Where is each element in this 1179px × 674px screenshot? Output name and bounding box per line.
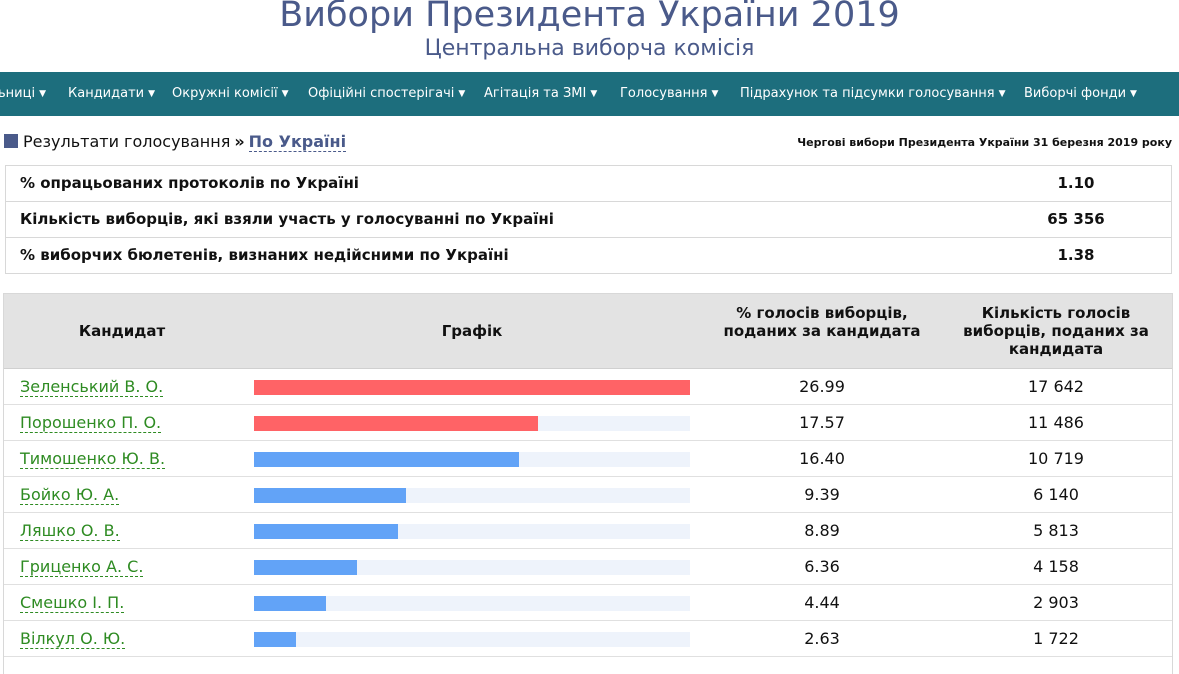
chevron-down-icon: ▼ (1130, 89, 1137, 99)
nav-item-observers[interactable]: Офіційні спостерігачі ▼ (308, 86, 466, 101)
site-title: Вибори Президента України 2019 (279, 0, 900, 35)
chevron-down-icon: ▼ (458, 89, 466, 99)
result-row: Вілкул О. Ю. 2.63 1 722 (4, 621, 1172, 657)
vote-count: 5 813 (1033, 521, 1079, 540)
summary-row: Кількість виборців, які взяли участь у г… (6, 202, 1171, 238)
vote-percent: 26.99 (799, 377, 845, 396)
vote-bar-track (254, 488, 690, 503)
column-header-votes: Кількість голосів виборців, поданих за к… (963, 304, 1149, 358)
vote-percent: 9.39 (804, 485, 840, 504)
result-row: Смешко І. П. 4.44 2 903 (4, 585, 1172, 621)
vote-percent: 4.44 (804, 593, 840, 612)
vote-bar-track (254, 596, 690, 611)
vote-bar (254, 452, 519, 467)
nav-item-candidates[interactable]: Кандидати ▼ (68, 86, 156, 101)
square-bullet-icon (4, 134, 18, 148)
chevron-down-icon: ▼ (711, 89, 719, 99)
summary-value: 65 356 (1047, 210, 1105, 228)
vote-bar-track (254, 380, 690, 395)
vote-count: 10 719 (1028, 449, 1084, 468)
vote-bar-track (254, 560, 690, 575)
breadcrumb: Результати голосування» По Україні (4, 130, 347, 154)
column-header-chart: Графік (441, 322, 503, 340)
candidate-link[interactable]: Тимошенко Ю. В. (20, 449, 166, 469)
nav-item-vote-count[interactable]: Підрахунок та підсумки голосування ▼ (740, 86, 1006, 101)
chevron-down-icon: ▼ (998, 89, 1006, 99)
nav-item-voting[interactable]: Голосування ▼ (620, 86, 719, 101)
chevron-down-icon: ▼ (148, 89, 156, 99)
vote-bar (254, 560, 357, 575)
column-header-candidate: Кандидат (78, 322, 166, 340)
result-row: Ляшко О. В. 8.89 5 813 (4, 513, 1172, 549)
summary-table: % опрацьованих протоколів по Україні 1.1… (5, 165, 1172, 274)
results-header: Кандидат Графік % голосів виборців, пода… (4, 294, 1172, 369)
chevron-down-icon: ▼ (39, 89, 46, 99)
vote-count: 4 158 (1033, 557, 1079, 576)
candidate-link[interactable]: Бойко Ю. А. (20, 485, 120, 505)
candidate-link[interactable]: Гриценко А. С. (20, 557, 144, 577)
candidate-link[interactable]: Вілкул О. Ю. (20, 629, 126, 649)
summary-value: 1.10 (1057, 174, 1095, 192)
column-header-percent: % голосів виборців, поданих за кандидата (723, 304, 921, 340)
result-row: Зеленський В. О. 26.99 17 642 (4, 369, 1172, 405)
nav-item-election-funds[interactable]: Виборчі фонди ▼ (1024, 86, 1137, 101)
result-row: Порошенко П. О. 17.57 11 486 (4, 405, 1172, 441)
vote-bar (254, 380, 690, 395)
vote-bar-track (254, 632, 690, 647)
candidate-link[interactable]: Смешко І. П. (20, 593, 125, 613)
result-row: Гриценко А. С. 6.36 4 158 (4, 549, 1172, 585)
nav-item-polling-stations[interactable]: ьниці ▼ (0, 86, 46, 101)
vote-bar (254, 416, 538, 431)
vote-bar-track (254, 416, 690, 431)
vote-count: 2 903 (1033, 593, 1079, 612)
summary-row: % виборчих бюлетенів, визнаних недійсним… (6, 238, 1171, 274)
candidate-link[interactable]: Ляшко О. В. (20, 521, 120, 541)
main-navigation: ьниці ▼ Кандидати ▼ Окружні комісії ▼ Офіці… (0, 72, 1179, 116)
vote-bar (254, 524, 398, 539)
chevron-down-icon: ▼ (590, 89, 598, 99)
vote-bar (254, 488, 406, 503)
summary-value: 1.38 (1057, 246, 1095, 264)
vote-percent: 6.36 (804, 557, 840, 576)
candidate-link[interactable]: Порошенко П. О. (20, 413, 162, 433)
breadcrumb-current-link[interactable]: По Україні (248, 132, 347, 152)
vote-percent: 17.57 (799, 413, 845, 432)
breadcrumb-separator: » (234, 132, 245, 151)
vote-count: 11 486 (1028, 413, 1084, 432)
vote-bar-track (254, 452, 690, 467)
summary-label: % опрацьованих протоколів по Україні (20, 174, 359, 192)
vote-percent: 8.89 (804, 521, 840, 540)
vote-percent: 2.63 (804, 629, 840, 648)
vote-percent: 16.40 (799, 449, 845, 468)
election-label: Чергові вибори Президента України 31 бер… (797, 136, 1172, 149)
nav-item-campaign-media[interactable]: Агітація та ЗМІ ▼ (484, 86, 598, 101)
summary-row: % опрацьованих протоколів по Україні 1.1… (6, 166, 1171, 202)
site-subtitle: Центральна виборча комісія (424, 36, 755, 61)
vote-bar (254, 632, 297, 647)
vote-bar-track (254, 524, 690, 539)
candidate-link[interactable]: Зеленський В. О. (20, 377, 164, 397)
vote-count: 6 140 (1033, 485, 1079, 504)
nav-item-district-commissions[interactable]: Окружні комісії ▼ (172, 86, 289, 101)
vote-bar (254, 596, 326, 611)
result-row: Тимошенко Ю. В. 16.40 10 719 (4, 441, 1172, 477)
results-table: Кандидат Графік % голосів виборців, пода… (3, 293, 1173, 674)
results-body: Зеленський В. О. 26.99 17 642 Порошенко П. … (4, 369, 1172, 657)
vote-count: 1 722 (1033, 629, 1079, 648)
summary-label: Кількість виборців, які взяли участь у г… (20, 210, 554, 228)
vote-count: 17 642 (1028, 377, 1084, 396)
summary-label: % виборчих бюлетенів, визнаних недійсним… (20, 246, 509, 264)
breadcrumb-section: Результати голосування (23, 132, 231, 151)
chevron-down-icon: ▼ (281, 89, 289, 99)
result-row: Бойко Ю. А. 9.39 6 140 (4, 477, 1172, 513)
